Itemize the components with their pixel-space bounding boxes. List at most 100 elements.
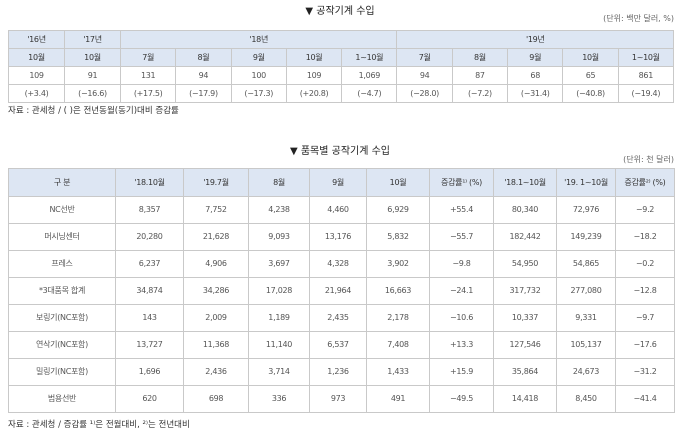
table-cell: 4,328 [309,250,367,278]
row-label: 연삭기(NC포함) [8,331,116,359]
table-cell: 10,337 [493,304,557,332]
column-header: '19. 1~10월 [556,168,616,197]
month-header: 10월 [562,48,619,67]
table-cell: +15.9 [429,358,494,386]
table-cell: 698 [183,385,249,413]
column-header: 구 분 [8,168,116,197]
table-cell: 620 [115,385,184,413]
table-cell: 3,714 [248,358,310,386]
month-header: 9월 [507,48,564,67]
month-header: 1~10월 [341,48,398,67]
month-header: 7월 [119,48,177,67]
table-cell: 13,727 [115,331,184,359]
table-cell: 34,286 [183,277,249,305]
column-header: 증감률¹⁾ (%) [429,168,494,197]
column-header: 10월 [366,168,430,197]
table-cell: 7,408 [366,331,430,359]
table-cell: −49.5 [429,385,494,413]
table-cell: 72,976 [556,196,616,224]
table-cell: 6,237 [115,250,184,278]
table-cell: 100 [230,66,287,85]
month-header: 9월 [230,48,287,67]
table-cell: 8,357 [115,196,184,224]
row-label: *3대품목 합계 [8,277,116,305]
month-header: 10월 [8,48,65,67]
table-cell: 491 [366,385,430,413]
table-cell: 2,436 [183,358,249,386]
table2-note: 자료 : 관세청 / 증감률 ¹⁾은 전월대비, ²⁾는 전년대비 [8,420,190,430]
table-cell: −0.2 [615,250,675,278]
table-cell: (−28.0) [396,84,453,103]
imports-by-item-table: 구 분 '18.10월 '19.7월 8월 9월 10월 증감률¹⁾ (%) '18.1~10… [8,168,675,413]
table-cell: +55.4 [429,196,494,224]
column-header: '19.7월 [183,168,249,197]
table-cell: 1,696 [115,358,184,386]
table-cell: 13,176 [309,223,367,251]
table-cell: 7,752 [183,196,249,224]
table-cell: −12.8 [615,277,675,305]
column-header: 9월 [309,168,367,197]
table-cell: 182,442 [493,223,557,251]
table-cell: 14,418 [493,385,557,413]
year-header: '19년 [396,30,674,49]
table-cell: −55.7 [429,223,494,251]
table-cell: 54,865 [556,250,616,278]
month-header: 7월 [396,48,453,67]
row-label: 보링기(NC포함) [8,304,116,332]
table-cell: 143 [115,304,184,332]
table-cell: 24,673 [556,358,616,386]
table-cell: (+17.5) [119,84,177,103]
row-label: 프레스 [8,250,116,278]
table-cell: 8,450 [556,385,616,413]
table1-unit: (단위: 백만 달러, %) [603,14,674,23]
table-cell: 16,663 [366,277,430,305]
table-cell: 277,080 [556,277,616,305]
column-header: 증감률²⁾ (%) [615,168,675,197]
year-header: '16년 [8,30,65,49]
table-cell: 91 [64,66,121,85]
table-cell: −17.6 [615,331,675,359]
table-cell: 2,435 [309,304,367,332]
table-cell: 9,331 [556,304,616,332]
table-cell: 21,628 [183,223,249,251]
table-cell: 336 [248,385,310,413]
table-cell: 973 [309,385,367,413]
table-cell: 87 [451,66,509,85]
table-cell: −24.1 [429,277,494,305]
table-cell: 149,239 [556,223,616,251]
month-header: 1~10월 [617,48,675,67]
table-cell: 94 [175,66,232,85]
table-cell: −9.2 [615,196,675,224]
table-cell: (−17.9) [175,84,232,103]
table-cell: −9.8 [429,250,494,278]
table-cell: 68 [507,66,564,85]
table-cell: 20,280 [115,223,184,251]
row-label: 밀링기(NC포함) [8,358,116,386]
table-cell: (−19.4) [617,84,675,103]
table-cell: 131 [119,66,177,85]
column-header: 8월 [248,168,310,197]
table-cell: +13.3 [429,331,494,359]
table-row: 프레스 6,237 4,906 3,697 4,328 3,902 −9.8 54,950 54… [8,250,675,278]
table-cell: 3,902 [366,250,430,278]
table-cell: 1,236 [309,358,367,386]
table-cell: (+3.4) [8,84,65,103]
table-cell: 5,832 [366,223,430,251]
row-label: 머시닝센터 [8,223,116,251]
table2-unit: (단위: 천 달러) [623,155,674,164]
month-header: 8월 [175,48,232,67]
table1-note: 자료 : 관세청 / ( )은 전년동월(동기)대비 증감률 [8,106,179,116]
table-cell: 17,028 [248,277,310,305]
row-label: 범용선반 [8,385,116,413]
table-cell: 6,929 [366,196,430,224]
table-cell: 21,964 [309,277,367,305]
imports-summary-table: '16년 '17년 '18년 '19년 10월 10월 7월 8월 9월 10월 1~10월 7월 8월… [8,30,675,103]
table-row: 범용선반 620 698 336 973 491 −49.5 14,418 8,450 −41.4 [8,385,675,413]
table-cell: 317,732 [493,277,557,305]
table-row: 머시닝센터 20,280 21,628 9,093 13,176 5,832 −55.7 18… [8,223,675,251]
month-header: 8월 [451,48,509,67]
table-cell: (−40.8) [562,84,619,103]
table-cell: 34,874 [115,277,184,305]
table-cell: (−16.6) [64,84,121,103]
table-cell: 4,238 [248,196,310,224]
